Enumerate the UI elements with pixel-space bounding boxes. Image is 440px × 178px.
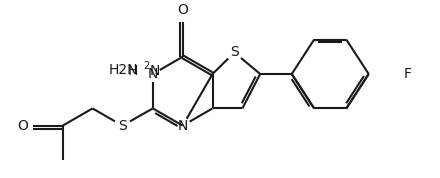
- Text: N: N: [148, 67, 158, 81]
- Text: O: O: [18, 119, 28, 133]
- Text: F: F: [403, 67, 412, 81]
- Text: H2N: H2N: [109, 63, 139, 77]
- Text: N: N: [177, 119, 188, 133]
- Text: S: S: [230, 45, 239, 59]
- Text: H: H: [128, 64, 138, 78]
- Text: 2: 2: [143, 61, 150, 70]
- Text: S: S: [118, 119, 127, 133]
- Text: N: N: [150, 64, 160, 78]
- Text: O: O: [177, 3, 188, 17]
